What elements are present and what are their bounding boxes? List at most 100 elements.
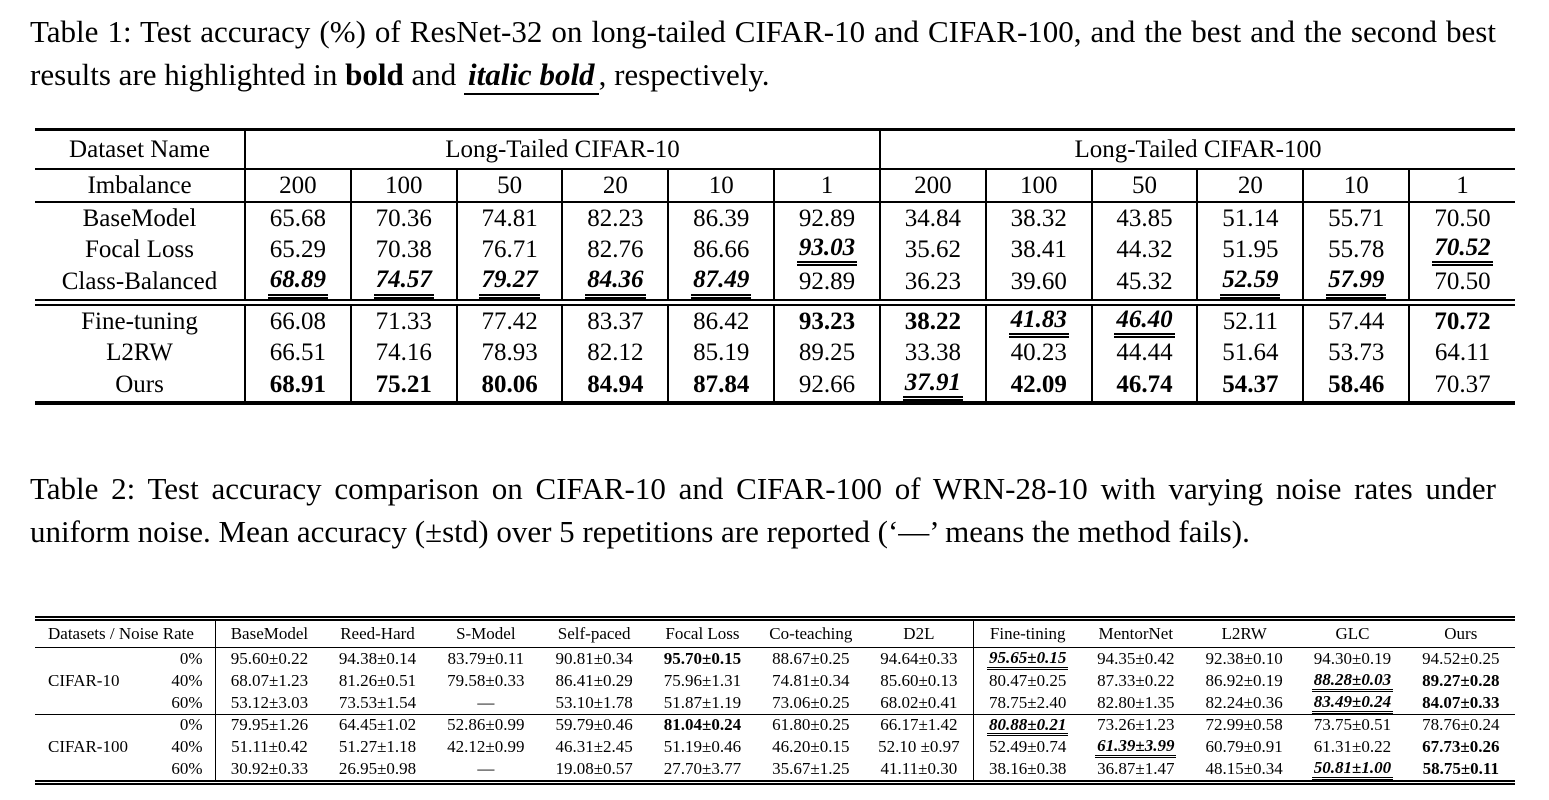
- accuracy-value: 27.70±3.77: [663, 759, 742, 779]
- accuracy-cell: 74.16: [349, 337, 457, 369]
- accuracy-cell: 79.95±1.26: [214, 714, 324, 737]
- accuracy-cell: 68.02±0.41: [864, 691, 974, 715]
- accuracy-cell: 85.19: [667, 337, 775, 369]
- accuracy-value: 52.11: [1222, 307, 1279, 335]
- accuracy-value: 94.35±0.42: [1097, 648, 1175, 668]
- table2-row: CIFAR-100 40% 51.11±0.42 51.27±1.18 42.12±0.…: [35, 736, 1515, 759]
- accuracy-value: 51.11±0.42: [231, 737, 308, 757]
- accuracy-cell: 45.32: [1090, 266, 1198, 306]
- accuracy-cell: 92.38±0.10: [1190, 648, 1298, 670]
- accuracy-value: 95.60±0.22: [230, 648, 309, 668]
- accuracy-value: 38.16±0.38: [989, 759, 1067, 779]
- imbalance-factor-header: 20: [561, 169, 669, 203]
- accuracy-value: 89.25: [798, 339, 856, 367]
- accuracy-cell: 95.65±0.15: [972, 647, 1082, 670]
- accuracy-cell: 86.42: [667, 302, 775, 338]
- accuracy-value: 52.86±0.99: [447, 715, 525, 735]
- accuracy-value: 71.33: [375, 307, 432, 335]
- column-header-datasets-noise-rate: Datasets / Noise Rate: [35, 618, 215, 648]
- accuracy-cell: 84.94: [561, 368, 669, 403]
- accuracy-cell: 58.75±0.11: [1407, 758, 1515, 782]
- accuracy-value: 61.39±3.99: [1095, 737, 1177, 759]
- column-header-method: MentorNet: [1081, 618, 1190, 648]
- accuracy-value: 86.92±0.19: [1205, 670, 1283, 690]
- accuracy-cell: 51.64: [1196, 337, 1304, 369]
- row-label-method: Ours: [115, 370, 164, 398]
- accuracy-cell: 95.60±0.22: [214, 647, 324, 670]
- accuracy-cell: 82.24±0.36: [1189, 691, 1299, 715]
- accuracy-value: 54.37: [1222, 370, 1279, 398]
- dataset-noise-rate-wrap: CIFAR-100 40%: [35, 736, 215, 758]
- accuracy-cell: 82.23: [561, 202, 669, 234]
- accuracy-value: 35.67±1.25: [772, 759, 850, 779]
- accuracy-cell: 46.40: [1090, 302, 1198, 338]
- accuracy-cell: 61.80±0.25: [757, 714, 865, 736]
- accuracy-cell: 27.70±3.77: [648, 758, 756, 782]
- accuracy-cell: 85.60±0.13: [865, 670, 973, 692]
- accuracy-value: 70.38: [375, 236, 432, 264]
- accuracy-value: 82.76: [587, 236, 644, 264]
- accuracy-cell: 73.06±0.25: [756, 691, 865, 715]
- table1-method-row: L2RW 66.51 74.16 78.93 82.12 85.19 89.25 33.38 4…: [35, 337, 1515, 369]
- dataset-noise-rate-cell: CIFAR-10 40%: [35, 670, 215, 692]
- accuracy-value: 74.57: [373, 267, 434, 299]
- accuracy-value: —: [477, 692, 495, 712]
- accuracy-value: 83.49±0.24: [1311, 692, 1394, 714]
- accuracy-value: 84.36: [585, 267, 646, 299]
- dataset-noise-rate-wrap: 0%: [35, 715, 215, 737]
- accuracy-cell: 70.72: [1408, 302, 1515, 338]
- accuracy-value: 52.10 ±0.97: [878, 737, 960, 757]
- accuracy-value: 26.95±0.98: [338, 759, 417, 779]
- table1-body: BaseModel 65.68 70.36 74.81 82.23 86.39 92.89 3…: [35, 202, 1515, 403]
- accuracy-value: 93.03: [796, 234, 858, 267]
- accuracy-cell: 61.31±0.22: [1298, 736, 1406, 758]
- dataset-noise-rate-wrap: 0%: [35, 648, 215, 670]
- accuracy-cell: 87.33±0.22: [1082, 670, 1190, 692]
- accuracy-value: 75.96±1.31: [663, 670, 742, 690]
- accuracy-value: 73.26±1.23: [1097, 715, 1175, 735]
- accuracy-value: 51.95: [1222, 236, 1279, 264]
- accuracy-cell: 81.04±0.24: [648, 714, 756, 736]
- accuracy-value: 39.60: [1010, 268, 1067, 296]
- accuracy-cell: 40.23: [984, 337, 1092, 369]
- accuracy-cell: 52.86±0.99: [432, 714, 540, 736]
- table2-body: 0% 95.60±0.22 94.38±0.14 83.79±0.11 90.81±0.…: [35, 647, 1515, 783]
- accuracy-value: 44.44: [1116, 339, 1173, 367]
- accuracy-value: 87.49: [691, 267, 752, 299]
- accuracy-cell: 81.26±0.51: [323, 670, 431, 692]
- accuracy-cell: 93.23: [773, 302, 880, 338]
- accuracy-value: 82.12: [587, 339, 644, 367]
- imbalance-factor-header: 10: [1302, 169, 1410, 203]
- column-header-method: S-Model: [431, 618, 540, 648]
- accuracy-cell: 74.57: [349, 266, 457, 306]
- accuracy-value: 38.22: [904, 307, 961, 335]
- noise-rate-label: 60%: [171, 692, 203, 712]
- column-header-method: Fine-tining: [972, 618, 1082, 648]
- accuracy-cell: 30.92±0.33: [214, 758, 324, 783]
- accuracy-value: 45.32: [1116, 268, 1173, 296]
- accuracy-cell: 79.58±0.33: [432, 670, 540, 692]
- accuracy-cell: 52.10 ±0.97: [865, 736, 973, 758]
- accuracy-cell: 67.73±0.26: [1407, 736, 1515, 758]
- row-label-method: Focal Loss: [84, 236, 195, 264]
- accuracy-value: 41.11±0.30: [880, 759, 958, 779]
- table1-imbalance-row: Imbalance 200 100 50 20 10 1 200 100 50 20 10 1: [35, 169, 1515, 203]
- accuracy-cell: 68.07±1.23: [214, 669, 324, 692]
- accuracy-value: 52.49±0.74: [989, 737, 1067, 757]
- accuracy-cell: 51.87±1.19: [648, 691, 757, 715]
- accuracy-cell: 53.12±3.03: [214, 691, 324, 715]
- accuracy-value: 79.58±0.33: [447, 670, 525, 690]
- column-header-dataset-name: Dataset Name: [35, 129, 245, 170]
- accuracy-cell: 55.71: [1302, 202, 1410, 234]
- accuracy-cell: 52.11: [1196, 302, 1304, 338]
- accuracy-value: 38.32: [1010, 204, 1067, 232]
- accuracy-value: 78.76±0.24: [1422, 715, 1500, 735]
- accuracy-cell: 86.39: [667, 202, 775, 234]
- group-header-long-tailed-cifar10: Long-Tailed CIFAR-10: [244, 129, 880, 170]
- accuracy-cell: 73.53±1.54: [323, 691, 432, 715]
- accuracy-value: 78.93: [481, 339, 538, 367]
- accuracy-cell: 38.16±0.38: [972, 758, 1082, 783]
- accuracy-value: 60.79±0.91: [1205, 737, 1283, 757]
- accuracy-cell: 94.64±0.33: [865, 648, 973, 670]
- accuracy-cell: 89.25: [773, 337, 880, 369]
